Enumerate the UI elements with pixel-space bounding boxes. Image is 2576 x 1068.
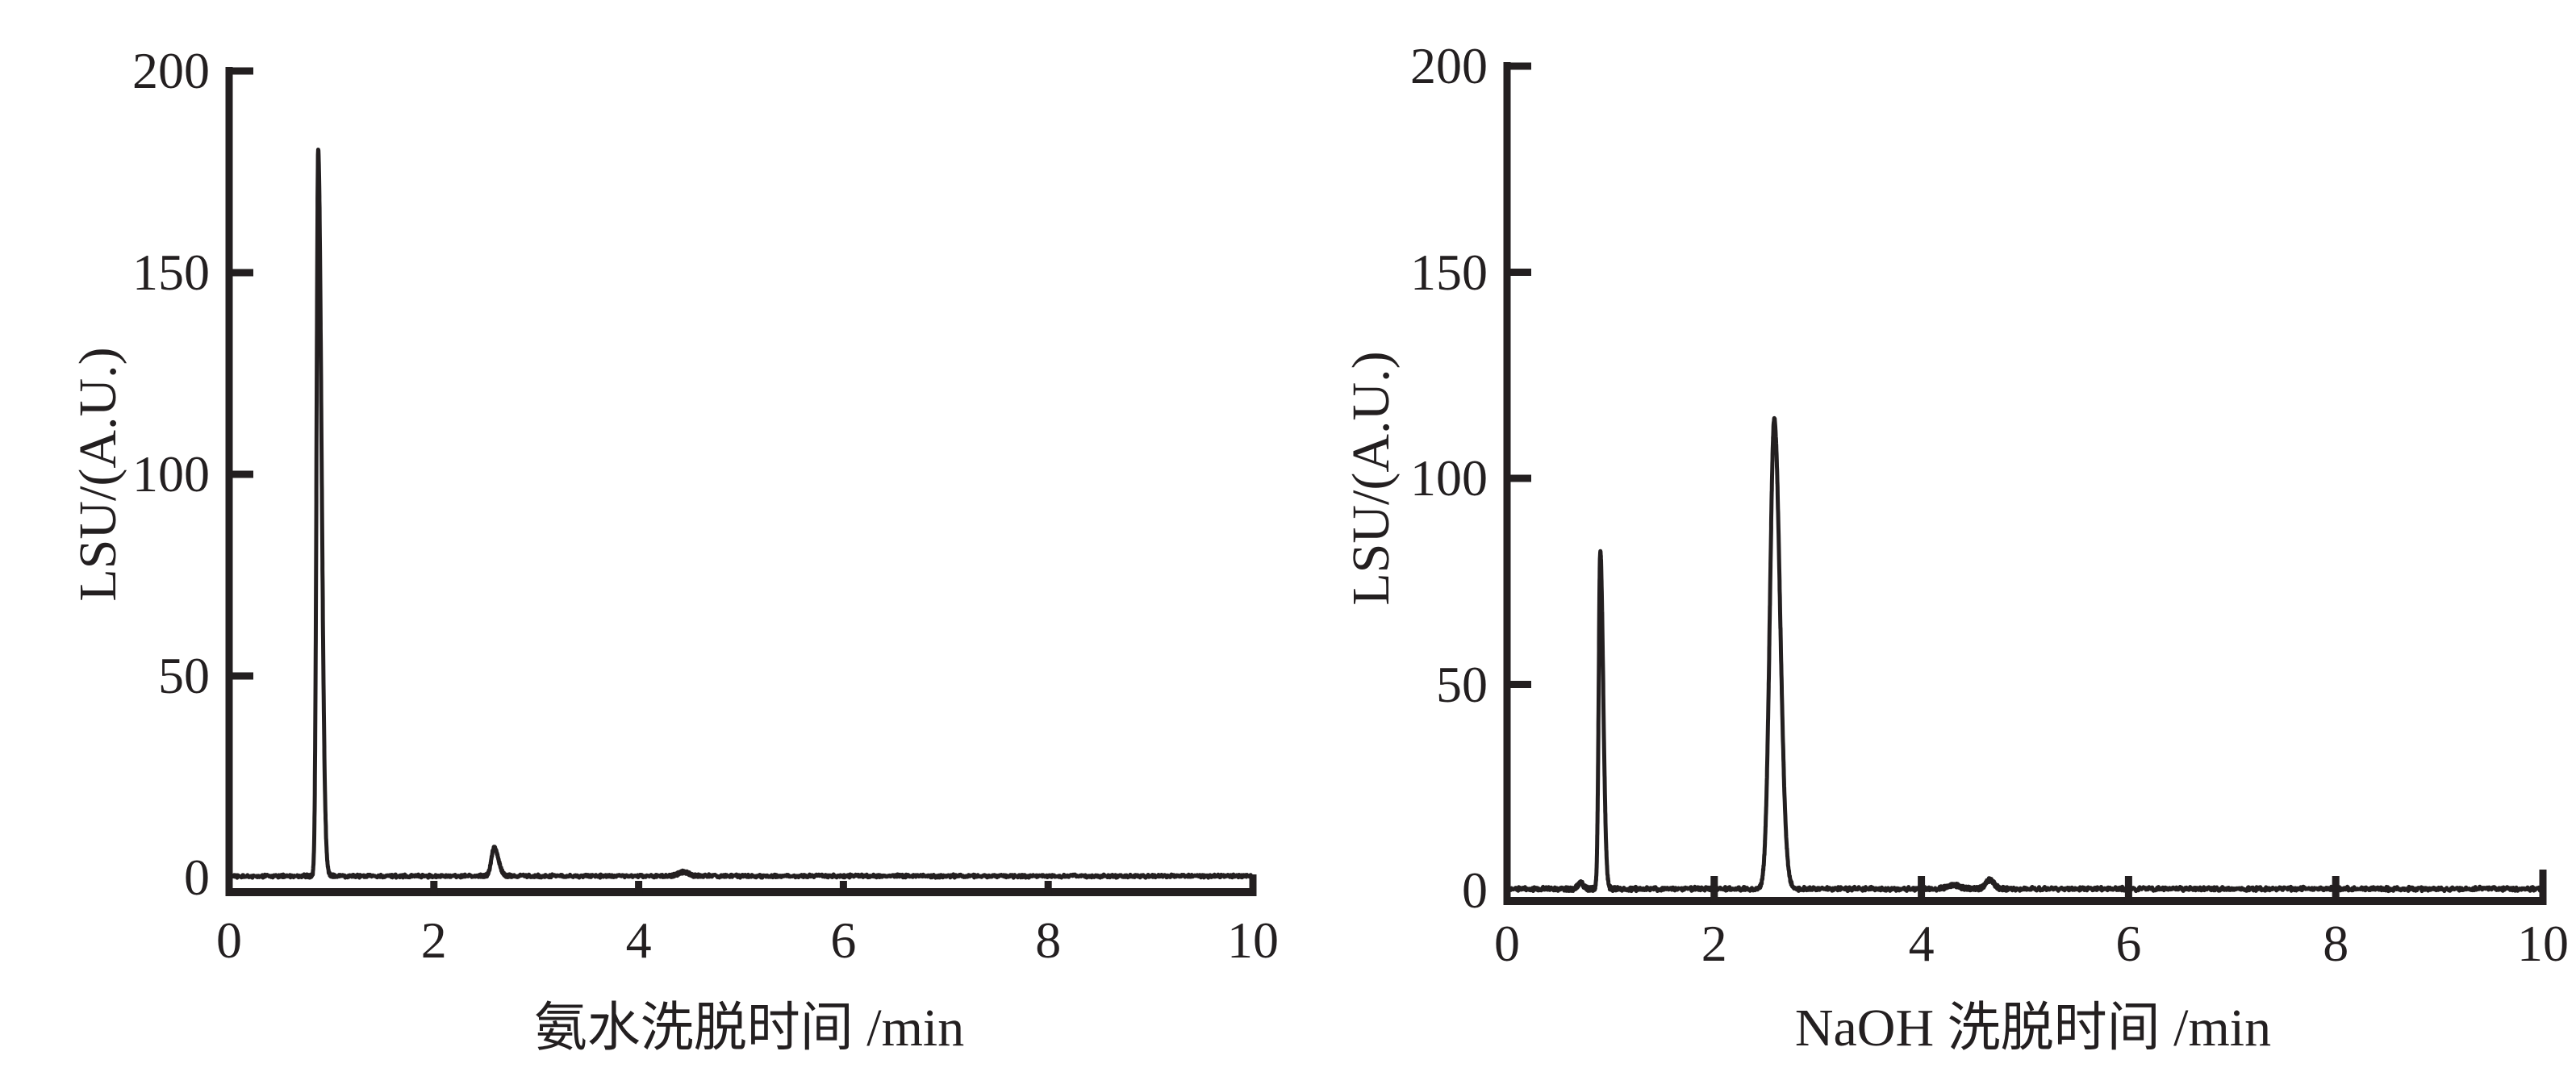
chromatogram-trace <box>1505 415 2545 894</box>
chromatogram-trace <box>227 148 1255 880</box>
